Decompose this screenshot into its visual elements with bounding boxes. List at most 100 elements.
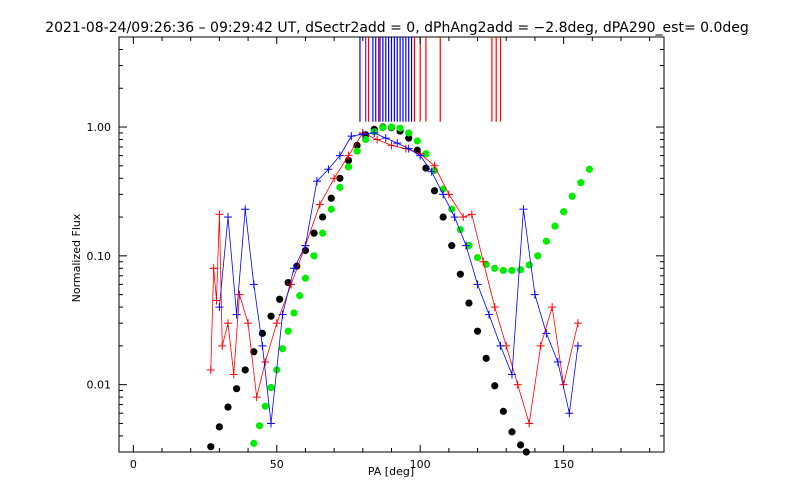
data-point: [215, 303, 224, 312]
data-point: [525, 419, 534, 428]
fit-point: [215, 423, 223, 431]
data-point: [344, 151, 353, 160]
fit-point: [261, 402, 269, 410]
data-point: [430, 161, 439, 170]
data-point: [244, 319, 253, 328]
fit-point: [379, 123, 387, 132]
data-point: [249, 280, 258, 289]
data-point: [427, 167, 436, 176]
data-point: [224, 319, 232, 328]
data-point: [215, 210, 224, 219]
data-point: [224, 213, 232, 222]
y-tick-label: 0.01: [87, 379, 112, 392]
fit-point: [439, 213, 447, 221]
data-point: [278, 310, 287, 319]
fit-point: [491, 382, 499, 390]
data-point: [358, 130, 367, 139]
fit-point: [255, 422, 264, 430]
data-point: [439, 190, 448, 199]
data-point: [404, 144, 413, 153]
data-point: [519, 205, 528, 214]
plot-area: [206, 37, 594, 456]
fit-point: [319, 213, 327, 221]
x-tick-label: 150: [553, 458, 574, 471]
data-point: [258, 341, 267, 350]
fit-point: [542, 237, 550, 245]
data-point: [335, 151, 344, 160]
x-tick-label: 50: [270, 458, 284, 471]
fit-point: [301, 274, 310, 282]
fit-point: [267, 383, 275, 392]
fit-point: [250, 439, 258, 447]
data-point: [490, 303, 499, 312]
data-point: [573, 319, 582, 328]
data-point: [324, 165, 333, 174]
chart-title: 2021-08-24/09:26:36 – 09:29:42 UT, dSect…: [45, 20, 749, 36]
data-point: [381, 134, 390, 143]
data-point: [530, 290, 539, 299]
fit-point: [508, 428, 516, 436]
data-point: [370, 128, 379, 137]
fit-point: [336, 183, 344, 191]
data-point: [330, 174, 339, 183]
data-point: [462, 241, 471, 250]
fit-point: [353, 141, 361, 150]
fit-point: [387, 123, 396, 131]
data-point: [272, 319, 281, 328]
data-point: [235, 290, 244, 299]
data-point: [473, 280, 482, 289]
fit-point: [267, 312, 275, 320]
series-line: [218, 132, 579, 424]
fit-point: [448, 242, 456, 250]
fit-point: [522, 448, 530, 456]
fit-point: [327, 194, 335, 202]
x-axis-label: PA [deg]: [368, 465, 414, 478]
data-point: [387, 141, 396, 150]
data-point: [218, 341, 227, 350]
fit-point: [258, 329, 267, 337]
fit-point: [284, 327, 292, 335]
fit-point: [585, 165, 594, 173]
data-point: [507, 370, 516, 379]
data-point: [553, 357, 562, 366]
data-point: [261, 357, 270, 366]
data-point: [479, 257, 488, 266]
data-point: [485, 310, 494, 319]
data-point: [416, 151, 425, 160]
data-point: [267, 419, 276, 428]
fit-point: [319, 229, 327, 237]
fit-point: [405, 134, 413, 142]
y-tick-label: 1.00: [87, 121, 112, 134]
x-tick-label: 0: [130, 458, 137, 471]
data-point: [542, 329, 551, 338]
fit-point: [482, 354, 490, 362]
data-point: [459, 213, 468, 222]
fit-point: [290, 309, 298, 317]
fit-point: [207, 443, 215, 451]
data-point: [232, 310, 241, 319]
data-point: [513, 380, 522, 389]
fit-point: [491, 264, 499, 272]
fit-point: [276, 295, 284, 303]
data-point: [573, 341, 582, 350]
data-point: [252, 393, 261, 402]
x-tick-label: 100: [410, 458, 431, 471]
fit-point: [456, 270, 464, 278]
data-point: [241, 205, 250, 214]
fit-point: [473, 253, 482, 262]
fit-point: [336, 174, 344, 182]
fit-point: [577, 179, 585, 187]
fit-point: [296, 292, 304, 300]
fit-point: [327, 205, 335, 213]
fit-point: [310, 252, 318, 260]
fit-point: [508, 266, 516, 275]
data-point: [496, 341, 505, 350]
data-point: [312, 177, 321, 186]
fit-point: [568, 192, 576, 200]
data-point: [289, 264, 298, 273]
fit-point: [499, 266, 507, 275]
fit-point: [516, 266, 525, 274]
fit-point: [241, 366, 249, 374]
fit-point: [430, 187, 439, 195]
